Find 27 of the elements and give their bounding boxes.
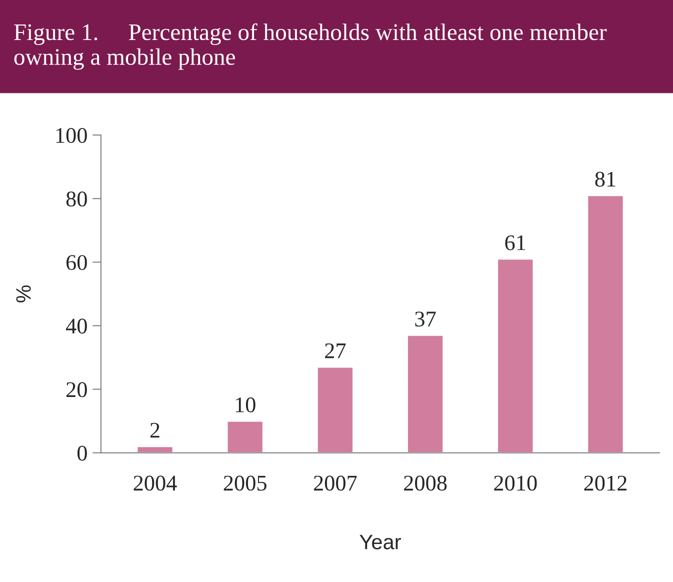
x-tick-label: 2008 — [404, 476, 447, 491]
x-tick-label: 2007 — [314, 476, 357, 491]
data-label: 10 — [236, 397, 256, 412]
x-tick-label: 2010 — [494, 476, 537, 491]
data-label: 81 — [595, 172, 616, 187]
y-tick-label: 0 — [77, 446, 87, 461]
y-tick-label: 20 — [66, 382, 87, 398]
x-tick-label: 2004 — [134, 476, 177, 491]
data-label: 27 — [325, 343, 346, 358]
chart-title: Figure 1. Percentage of households with atleast one member owning a mobile phone — [14, 23, 607, 70]
data-label: 61 — [505, 235, 526, 250]
y-tick-label: 40 — [66, 318, 87, 334]
bar — [406, 334, 444, 453]
x-axis-title: Year — [360, 534, 401, 550]
bar — [586, 194, 624, 453]
x-tick-label: 2012 — [584, 476, 626, 491]
bar — [226, 420, 264, 453]
bar — [496, 258, 534, 453]
x-tick-label: 2005 — [224, 476, 266, 491]
y-tick-label: 100 — [56, 128, 87, 143]
bar — [136, 446, 174, 453]
y-tick-label: 80 — [66, 192, 87, 207]
bar — [316, 366, 354, 453]
data-label: 2 — [150, 422, 160, 438]
y-axis-title: % — [16, 285, 31, 302]
data-label: 37 — [415, 312, 436, 327]
y-tick-label: 60 — [66, 255, 87, 270]
